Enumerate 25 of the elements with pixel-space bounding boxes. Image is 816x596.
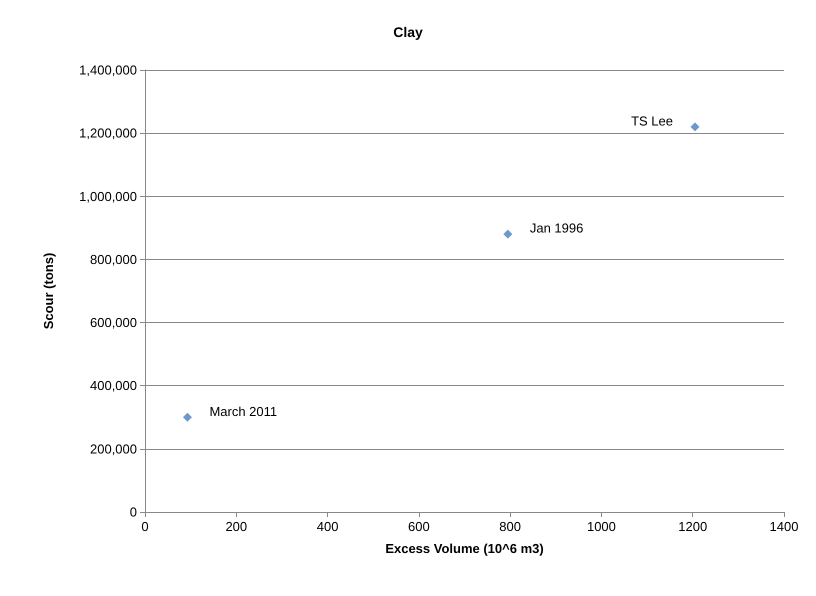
annotation: Jan 1996 bbox=[530, 220, 584, 236]
point bbox=[503, 230, 512, 239]
x-axis-title: Excess Volume (10^6 m3) bbox=[385, 541, 544, 556]
annotation: March 2011 bbox=[209, 404, 278, 419]
point bbox=[690, 122, 700, 132]
x-tick-label: 1000 bbox=[586, 519, 616, 534]
x-tick-label: 1400 bbox=[770, 519, 798, 534]
y-axis-title: Scour (tons) bbox=[41, 252, 56, 330]
y-tick-label: 1,400,000 bbox=[79, 62, 137, 78]
y-tick-label: 200,000 bbox=[90, 441, 137, 456]
y-tick-label: 1,000,000 bbox=[79, 188, 137, 204]
x-tick-label: 400 bbox=[316, 519, 338, 534]
y-tick-label: 0 bbox=[130, 504, 137, 520]
point bbox=[182, 412, 192, 422]
y-tick-label: 400,000 bbox=[90, 378, 137, 394]
x-tick-label: 0 bbox=[141, 519, 149, 534]
y-tick-label: 800,000 bbox=[90, 252, 137, 267]
y-tick-label: 600,000 bbox=[90, 315, 137, 330]
x-tick-label: 1200 bbox=[678, 519, 708, 534]
x-tick-label: 600 bbox=[408, 519, 430, 534]
y-tick-label: 1,200,000 bbox=[79, 126, 137, 141]
chart-title: Clay bbox=[393, 24, 423, 40]
annotation: TS Lee bbox=[631, 113, 673, 128]
x-tick-label: 800 bbox=[499, 519, 521, 534]
x-tick-label: 200 bbox=[225, 519, 248, 534]
